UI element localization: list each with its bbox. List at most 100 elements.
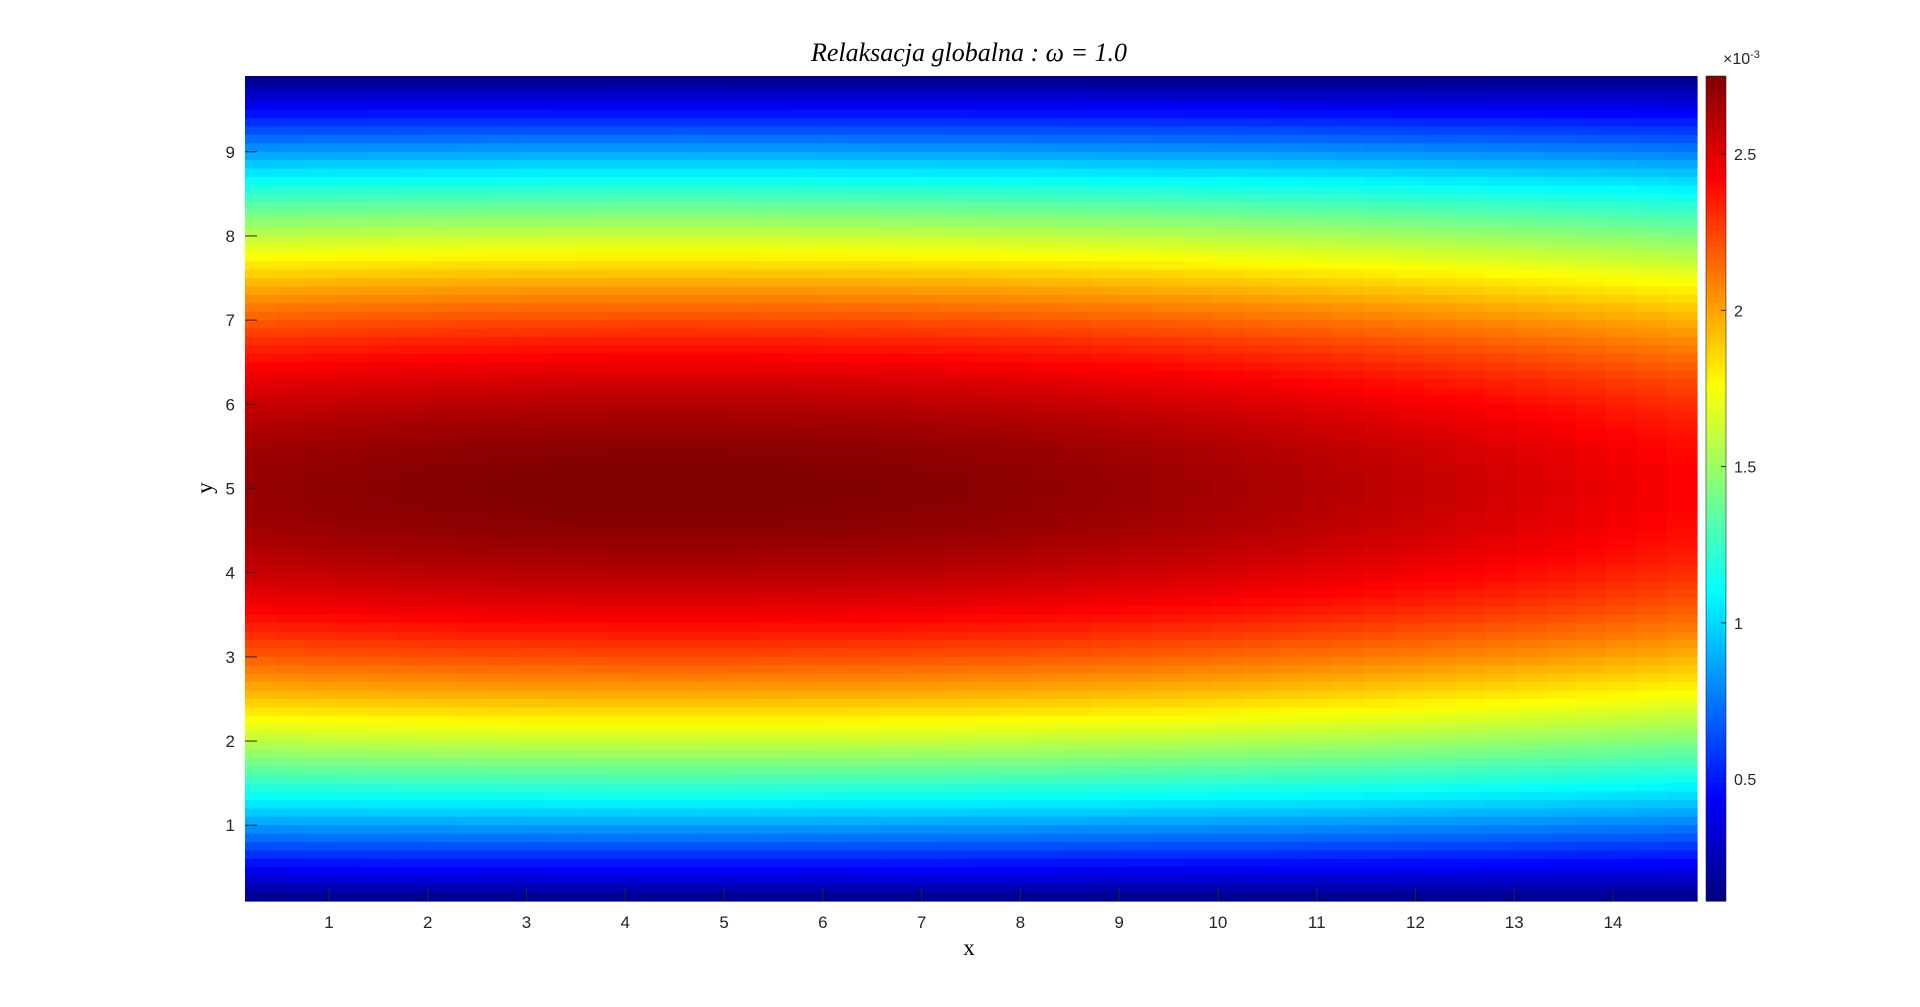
heatmap-cell [940, 353, 972, 363]
heatmap-cell [275, 278, 307, 288]
heatmap-cell [1666, 92, 1698, 102]
heatmap-cell [1213, 530, 1244, 540]
heatmap-cell [1031, 530, 1063, 540]
heatmap-cell [1243, 682, 1275, 692]
heatmap-cell [577, 496, 609, 506]
heatmap-cell [426, 572, 458, 582]
heatmap-cell [880, 134, 912, 144]
heatmap-cell [1424, 471, 1456, 481]
heatmap-cell [1455, 235, 1486, 245]
heatmap-cell [668, 539, 700, 549]
heatmap-cell [335, 833, 367, 843]
heatmap-cell [1001, 446, 1033, 456]
heatmap-cell [1394, 471, 1426, 481]
heatmap-cell [608, 522, 639, 532]
heatmap-cell [668, 623, 700, 633]
heatmap-cell [789, 597, 821, 607]
y-tick-label: 5 [226, 480, 235, 499]
heatmap-cell [396, 698, 428, 708]
heatmap-cell [366, 791, 397, 801]
heatmap-cell [1182, 151, 1214, 161]
heatmap-cell [1303, 454, 1335, 464]
heatmap-cell [1364, 76, 1396, 86]
heatmap-cell [305, 404, 337, 414]
heatmap-cell [1545, 833, 1577, 843]
heatmap-cell [1334, 480, 1365, 490]
heatmap-cell [819, 92, 851, 102]
heatmap-cell [1394, 177, 1426, 187]
heatmap-cell [1364, 168, 1396, 178]
heatmap-cell [940, 648, 972, 658]
heatmap-cell [275, 480, 307, 490]
heatmap-cell [1303, 513, 1335, 523]
heatmap-cell [1455, 362, 1486, 372]
heatmap-cell [1334, 597, 1365, 607]
heatmap-cell [335, 471, 367, 481]
heatmap-cell [1394, 707, 1426, 717]
colorbar-segment [1706, 833, 1726, 840]
heatmap-cell [1576, 749, 1607, 759]
heatmap-cell [547, 884, 579, 894]
heatmap-cell [335, 261, 367, 271]
heatmap-cell [1455, 732, 1486, 742]
heatmap-cell [1152, 219, 1184, 229]
heatmap-cell [759, 732, 791, 742]
heatmap-cell [1061, 530, 1093, 540]
heatmap-cell [1576, 589, 1607, 599]
heatmap-cell [880, 480, 912, 490]
heatmap-cell [850, 581, 881, 591]
heatmap-cell [1394, 656, 1426, 666]
heatmap-cell [1122, 741, 1154, 751]
heatmap-cell [638, 286, 670, 296]
heatmap-cell [880, 783, 912, 793]
heatmap-cell [1666, 429, 1698, 439]
heatmap-cell [547, 741, 579, 751]
colorbar-segment [1706, 766, 1726, 773]
heatmap-cell [1061, 850, 1093, 860]
heatmap-cell [1334, 496, 1365, 506]
heatmap-cell [1424, 707, 1456, 717]
heatmap-cell [366, 395, 397, 405]
heatmap-cell [1061, 564, 1093, 574]
heatmap-cell [426, 808, 458, 818]
heatmap-cell [366, 446, 397, 456]
heatmap-cell [880, 387, 912, 397]
heatmap-cell [1394, 362, 1426, 372]
heatmap-cell [1576, 724, 1607, 734]
heatmap-cell [1031, 118, 1063, 128]
heatmap-cell [517, 741, 549, 751]
heatmap-cell [1213, 143, 1244, 153]
heatmap-cell [729, 109, 760, 119]
heatmap-cell [1122, 463, 1154, 473]
heatmap-cell [668, 875, 700, 885]
heatmap-cell [366, 336, 397, 346]
heatmap-cell [698, 421, 730, 431]
heatmap-cell [1061, 370, 1093, 380]
heatmap-cell [1031, 210, 1063, 220]
heatmap-cell [698, 808, 730, 818]
colorbar-segment [1706, 235, 1726, 242]
heatmap-cell [577, 387, 609, 397]
heatmap-cell [1666, 867, 1698, 877]
heatmap-cell [789, 842, 821, 852]
heatmap-cell [940, 101, 972, 111]
heatmap-cell [487, 766, 518, 776]
heatmap-cell [1334, 227, 1365, 237]
heatmap-cell [1122, 471, 1154, 481]
heatmap-cell [1455, 757, 1486, 767]
heatmap-cell [1424, 412, 1456, 422]
colorbar-segment [1706, 173, 1726, 180]
heatmap-cell [1606, 454, 1638, 464]
heatmap-cell [1485, 698, 1517, 708]
heatmap-cell [1243, 480, 1275, 490]
heatmap-cell [245, 227, 276, 237]
heatmap-cell [1061, 252, 1093, 262]
colorbar-segment [1706, 540, 1726, 546]
x-tick-label: 1 [324, 913, 333, 932]
heatmap-cell [668, 555, 700, 565]
heatmap-cell [729, 488, 760, 498]
heatmap-cell [1303, 741, 1335, 751]
heatmap-cell [1122, 76, 1154, 86]
heatmap-cell [1001, 118, 1033, 128]
heatmap-cell [1424, 555, 1456, 565]
